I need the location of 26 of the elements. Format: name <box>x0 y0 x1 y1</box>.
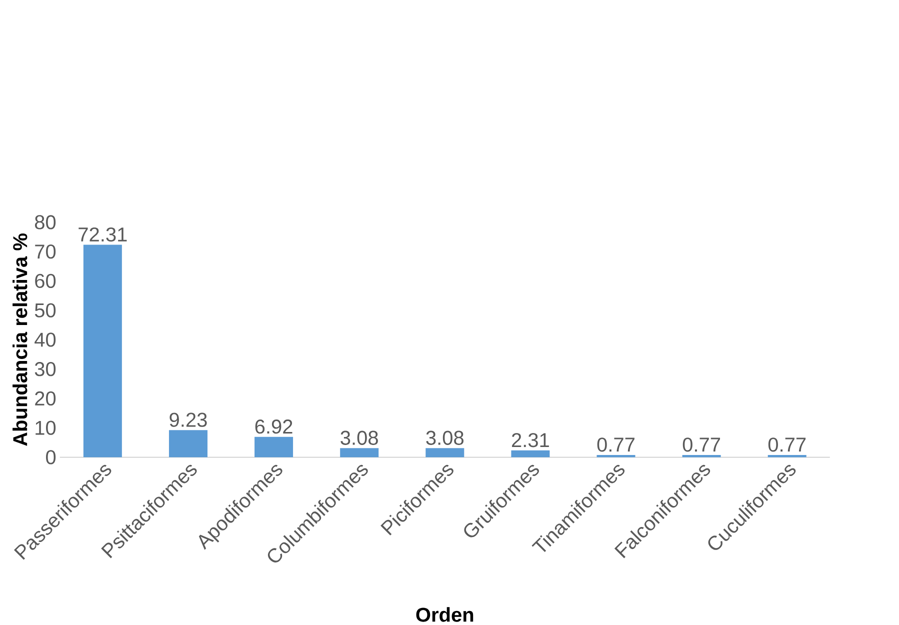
y-axis-title: Abundancia relativa % <box>12 233 28 446</box>
data-label: 3.08 <box>426 430 464 445</box>
bar <box>511 450 550 458</box>
data-label: 9.23 <box>170 412 207 427</box>
bar <box>168 430 208 458</box>
bar <box>340 448 379 458</box>
y-tick-label: 70 <box>35 244 56 259</box>
y-tick-label: 80 <box>34 215 56 230</box>
bar <box>426 448 464 458</box>
data-label: 72.31 <box>78 227 127 242</box>
data-label: 3.08 <box>340 430 378 445</box>
data-label: 0.77 <box>682 438 720 452</box>
data-label: 6.92 <box>255 419 292 434</box>
y-tick-label: 40 <box>34 332 56 347</box>
bar <box>83 244 122 458</box>
data-label: 0.77 <box>597 438 634 452</box>
data-label: 2.31 <box>512 432 549 448</box>
y-tick-label: 50 <box>34 303 56 318</box>
y-tick-label: 20 <box>35 391 56 406</box>
y-tick-label: 10 <box>36 420 56 435</box>
y-tick-label: 0 <box>46 450 56 464</box>
y-tick-label: 60 <box>35 274 56 288</box>
y-tick-label: 30 <box>34 362 56 376</box>
x-axis-title: Orden <box>416 607 474 622</box>
bar <box>254 436 294 458</box>
data-label: 0.77 <box>768 438 806 452</box>
